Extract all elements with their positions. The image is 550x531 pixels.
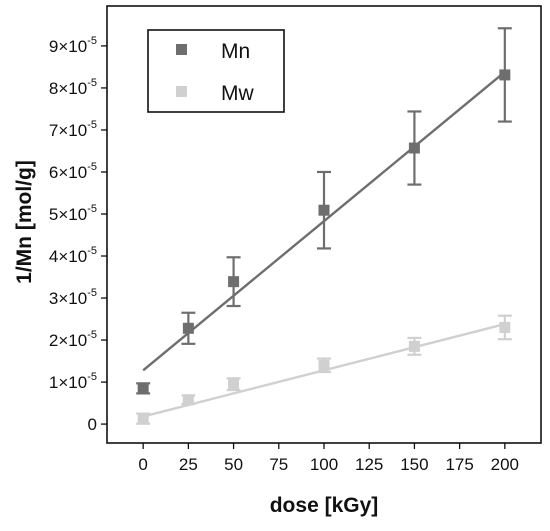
y-tick-label: 7×10-5 — [49, 119, 97, 140]
x-axis-title: dose [kGy] — [270, 494, 379, 517]
legend-box — [147, 29, 285, 113]
legend-label-mn: Mn — [221, 40, 250, 63]
data-point-mn — [182, 322, 194, 334]
data-point-mw — [318, 359, 330, 371]
x-tick-label: 200 — [491, 455, 519, 474]
x-tick-label: 50 — [224, 455, 243, 474]
y-tick-label: 3×10-5 — [49, 287, 97, 308]
x-tick-label: 75 — [269, 455, 288, 474]
y-tick-label: 6×10-5 — [49, 161, 97, 182]
data-point-mn — [228, 276, 240, 288]
legend-marker-mw — [176, 86, 187, 97]
data-point-mw — [137, 413, 149, 425]
data-markers — [137, 69, 511, 425]
x-tick-label: 100 — [310, 455, 338, 474]
data-point-mn — [408, 142, 420, 154]
data-point-mw — [182, 394, 194, 406]
data-point-mw — [228, 378, 240, 390]
legend: Mn Mw — [147, 29, 285, 113]
y-tick-label: 9×10-5 — [49, 35, 97, 56]
y-axis-ticks: 0 1×10-5 2×10-5 3×10-5 4×10-5 5×10-5 6×10-5 7×1… — [49, 35, 107, 434]
data-point-mw — [408, 340, 420, 352]
y-tick-label: 1×10-5 — [49, 371, 97, 392]
y-axis-title: 1/Mn [mol/g] — [13, 160, 36, 284]
legend-marker-mn — [176, 44, 187, 55]
y-tick-label: 5×10-5 — [49, 203, 97, 224]
y-tick-label: 0 — [88, 415, 97, 434]
x-tick-label: 125 — [355, 455, 383, 474]
x-tick-label: 0 — [138, 455, 147, 474]
y-tick-label: 2×10-5 — [49, 329, 97, 350]
x-tick-label: 25 — [179, 455, 198, 474]
y-tick-label: 8×10-5 — [49, 77, 97, 98]
x-axis-ticks: 0 25 50 75 100 125 150 175 200 — [138, 443, 519, 474]
data-point-mw — [499, 321, 511, 333]
data-point-mn — [499, 69, 511, 81]
y-tick-label: 4×10-5 — [49, 245, 97, 266]
data-point-mn — [318, 204, 330, 216]
x-tick-label: 175 — [445, 455, 473, 474]
x-tick-label: 150 — [400, 455, 428, 474]
data-point-mn — [137, 382, 149, 394]
legend-label-mw: Mw — [221, 82, 254, 105]
